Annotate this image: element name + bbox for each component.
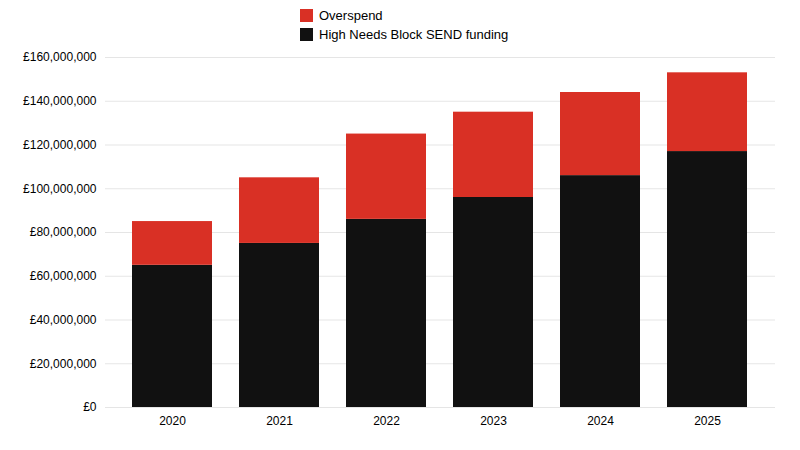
svg-text:2021: 2021	[266, 414, 293, 428]
svg-text:2020: 2020	[159, 414, 186, 428]
svg-text:£0: £0	[83, 400, 97, 414]
svg-text:£40,000,000: £40,000,000	[30, 313, 97, 327]
svg-text:2025: 2025	[694, 414, 721, 428]
svg-text:£60,000,000: £60,000,000	[30, 269, 97, 283]
svg-text:£120,000,000: £120,000,000	[23, 138, 97, 152]
svg-text:£80,000,000: £80,000,000	[30, 225, 97, 239]
svg-text:2022: 2022	[373, 414, 400, 428]
svg-text:£100,000,000: £100,000,000	[23, 182, 97, 196]
svg-text:2024: 2024	[587, 414, 614, 428]
html-text:Overspend: Overspend	[319, 8, 383, 23]
svg-text:£140,000,000: £140,000,000	[23, 94, 97, 108]
svg-text:£160,000,000: £160,000,000	[23, 50, 97, 64]
html-text:High Needs Block SEND funding: High Needs Block SEND funding	[319, 27, 509, 42]
svg-text:2023: 2023	[480, 414, 507, 428]
svg-text:£20,000,000: £20,000,000	[30, 357, 97, 371]
